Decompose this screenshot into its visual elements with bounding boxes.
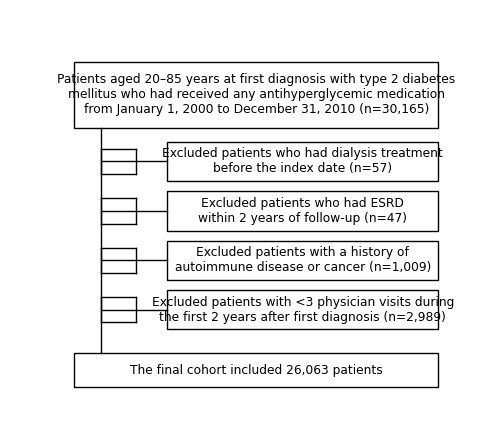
Text: Excluded patients who had dialysis treatment
before the index date (n=57): Excluded patients who had dialysis treat… — [162, 148, 443, 175]
Text: Patients aged 20–85 years at first diagnosis with type 2 diabetes
mellitus who h: Patients aged 20–85 years at first diagn… — [57, 74, 456, 117]
FancyBboxPatch shape — [167, 290, 438, 330]
Text: Excluded patients with a history of
autoimmune disease or cancer (n=1,009): Excluded patients with a history of auto… — [174, 246, 431, 274]
FancyBboxPatch shape — [167, 191, 438, 230]
Text: Excluded patients who had ESRD
within 2 years of follow-up (n=47): Excluded patients who had ESRD within 2 … — [198, 197, 407, 225]
FancyBboxPatch shape — [74, 354, 438, 388]
FancyBboxPatch shape — [74, 62, 438, 128]
FancyBboxPatch shape — [167, 142, 438, 181]
Text: Excluded patients with <3 physician visits during
the first 2 years after first : Excluded patients with <3 physician visi… — [152, 296, 454, 324]
FancyBboxPatch shape — [167, 241, 438, 280]
Text: The final cohort included 26,063 patients: The final cohort included 26,063 patient… — [130, 364, 382, 377]
